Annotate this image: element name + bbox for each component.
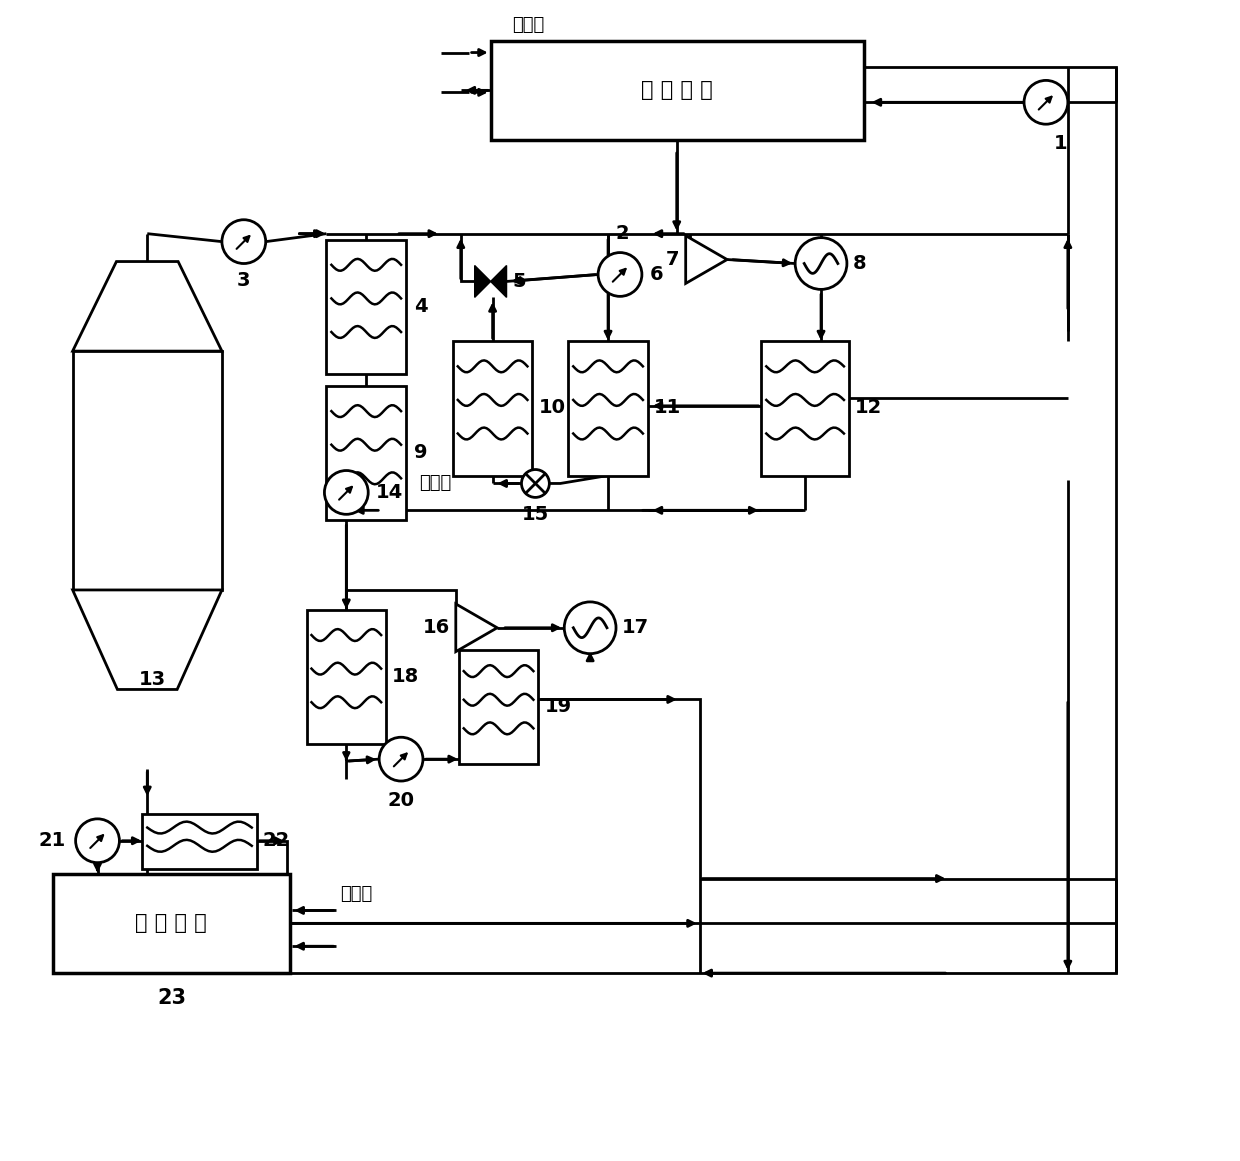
Text: 11: 11 [653,398,681,417]
Text: 20: 20 [388,791,414,810]
Text: 18: 18 [392,668,419,686]
Polygon shape [686,236,727,283]
Circle shape [222,219,265,264]
Bar [73,351,222,590]
Text: 17: 17 [622,619,649,637]
Polygon shape [475,266,491,297]
Text: 21: 21 [38,831,66,850]
Circle shape [76,819,119,863]
Bar [326,239,405,374]
Text: 16: 16 [423,619,450,637]
Bar [453,341,532,476]
Circle shape [379,737,423,781]
Polygon shape [73,590,222,690]
Text: 6: 6 [650,265,663,284]
Text: 15: 15 [522,505,549,525]
Circle shape [522,469,549,497]
Text: 7: 7 [666,250,680,269]
Text: 19: 19 [544,697,572,716]
Bar [306,610,386,744]
Text: 3: 3 [237,272,250,290]
Text: 低温水: 低温水 [512,15,544,34]
Text: 4: 4 [414,297,428,316]
Circle shape [795,238,847,289]
Bar [761,341,849,476]
Bar [459,650,538,764]
Text: 1: 1 [1054,135,1068,153]
Circle shape [598,253,642,296]
Text: 14: 14 [376,483,403,502]
Text: 蓄 热 水 箱: 蓄 热 水 箱 [135,914,207,933]
Text: 9: 9 [414,444,428,462]
Text: 2: 2 [615,224,629,243]
Text: 5: 5 [512,272,526,291]
Text: 高温水: 高温水 [340,886,372,903]
Bar [491,41,864,140]
Text: 蓄 冷 水 箱: 蓄 冷 水 箱 [641,80,713,100]
Text: 22: 22 [263,831,290,850]
Circle shape [564,601,616,654]
Bar [326,385,405,520]
Polygon shape [73,261,222,351]
Bar [568,341,647,476]
Circle shape [1024,80,1068,124]
Text: 12: 12 [854,398,882,417]
Polygon shape [456,604,497,651]
Text: 8: 8 [853,254,867,273]
Bar [143,814,257,868]
Text: 13: 13 [139,670,166,688]
Text: 10: 10 [538,398,565,417]
Polygon shape [491,266,507,297]
Circle shape [325,470,368,514]
Text: 23: 23 [157,988,187,1008]
Text: 冷却水: 冷却水 [419,475,451,492]
Bar [53,873,290,973]
